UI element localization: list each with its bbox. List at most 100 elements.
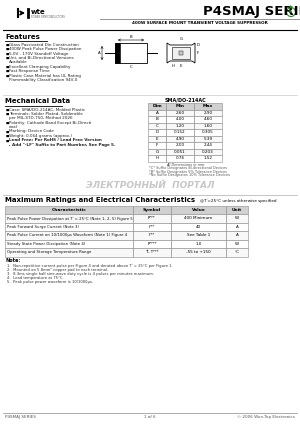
Bar [166,122,194,129]
Text: Polarity: Cathode Band Except Bi-Directi: Polarity: Cathode Band Except Bi-Directi [9,121,92,125]
Bar [133,248,171,257]
Text: H: H [155,156,158,160]
Text: A: A [156,111,158,115]
Bar [148,122,166,129]
Text: W: W [235,242,239,246]
Text: Max: Max [203,104,213,108]
Text: Value: Value [192,208,206,212]
Text: ■: ■ [6,108,9,111]
Bar [194,129,222,136]
Bar [5,248,133,257]
Bar [133,214,171,223]
Text: See Table 1: See Table 1 [187,233,210,237]
Text: Symbol: Symbol [143,208,161,212]
Text: 4.  Lead temperature at 75°C.: 4. Lead temperature at 75°C. [7,275,64,280]
Text: 400W SURFACE MOUNT TRANSIENT VOLTAGE SUPPRESSOR: 400W SURFACE MOUNT TRANSIENT VOLTAGE SUP… [132,21,268,25]
Bar [194,155,222,162]
Bar [166,155,194,162]
Bar [166,103,194,110]
Text: @Tⁱ=25°C unless otherwise specified: @Tⁱ=25°C unless otherwise specified [200,198,277,203]
Bar [194,122,222,129]
Text: *No Suffix Designates 10% Tolerance Devices: *No Suffix Designates 10% Tolerance Devi… [149,173,230,177]
Text: P4SMAJ SERIES: P4SMAJ SERIES [203,5,300,18]
Text: 2.  Mounted on 5.8mm² copper pad to each terminal.: 2. Mounted on 5.8mm² copper pad to each … [7,267,108,272]
Text: 400 Minimum: 400 Minimum [184,216,213,220]
Bar [194,136,222,142]
Text: Features: Features [5,34,40,40]
Text: C: C [156,124,158,128]
Text: 5.39: 5.39 [203,137,213,141]
Text: SMA/DO-214AC: SMA/DO-214AC [164,97,206,102]
Text: ■: ■ [6,56,9,60]
Text: E: E [180,64,182,68]
Bar [148,129,166,136]
Text: Terminals: Solder Plated, Solderable: Terminals: Solder Plated, Solderable [9,112,83,116]
Text: F: F [197,51,199,55]
Text: 40: 40 [196,225,201,229]
Bar [194,116,222,122]
Text: A: A [236,233,238,237]
Text: G: G [179,37,183,41]
Bar [5,214,133,223]
Text: ■: ■ [6,69,9,73]
Text: ■: ■ [6,74,9,78]
Bar [171,231,226,240]
Text: ■: ■ [6,47,9,51]
Text: Peak Pulse Power Dissipation at Tⁱ = 25°C (Note 1, 2, 5) Figure 5: Peak Pulse Power Dissipation at Tⁱ = 25°… [7,216,133,221]
Bar [166,136,194,142]
Text: per MIL-STD-750, Method 2026: per MIL-STD-750, Method 2026 [9,116,73,120]
Text: 1.20: 1.20 [176,124,184,128]
Text: ЭЛЕКТРОННЫЙ  ПОРТАЛ: ЭЛЕКТРОННЫЙ ПОРТАЛ [86,181,214,190]
Bar [226,206,248,214]
Text: 0.051: 0.051 [174,150,186,154]
Text: Unit: Unit [232,208,242,212]
Bar [172,47,190,59]
Text: 1 of 6: 1 of 6 [144,415,156,419]
Text: P4SMAJ SERIES: P4SMAJ SERIES [5,415,36,419]
Bar [133,206,171,214]
Text: Iᵖᵖᵖ: Iᵖᵖᵖ [149,225,155,229]
Text: ■: ■ [6,65,9,69]
Polygon shape [167,43,195,63]
Text: G: G [155,150,159,154]
Text: ★: ★ [288,5,294,10]
Text: Characteristic: Characteristic [52,208,86,212]
Bar [171,240,226,248]
Text: Pᵖᵖᵖ: Pᵖᵖᵖ [148,216,156,220]
Text: 400W Peak Pulse Power Dissipation: 400W Peak Pulse Power Dissipation [9,47,82,51]
Text: B: B [130,34,132,39]
Text: Glass Passivated Die Construction: Glass Passivated Die Construction [9,42,79,46]
Text: Min: Min [176,104,184,108]
Text: *B* Suffix Designates 5% Tolerance Devices: *B* Suffix Designates 5% Tolerance Devic… [149,170,227,173]
Text: F: F [156,143,158,147]
Bar [148,142,166,148]
Text: 2.44: 2.44 [204,143,212,147]
Text: Dim: Dim [152,104,162,108]
Text: Uni- and Bi-Directional Versions: Uni- and Bi-Directional Versions [9,56,74,60]
Text: Case: SMA/DO-214AC, Molded Plastic: Case: SMA/DO-214AC, Molded Plastic [9,108,85,111]
Text: Note:: Note: [5,258,20,264]
Text: 1.60: 1.60 [203,124,212,128]
Text: E: E [156,137,158,141]
Text: 4.90: 4.90 [176,137,184,141]
Bar [171,223,226,231]
Bar [179,51,183,55]
Bar [115,43,147,63]
Text: Maximum Ratings and Electrical Characteristics: Maximum Ratings and Electrical Character… [5,196,195,202]
Text: 5.0V - 170V Standoff Voltage: 5.0V - 170V Standoff Voltage [9,51,68,56]
Text: ■: ■ [6,139,9,142]
Bar [133,231,171,240]
Bar [226,223,248,231]
Bar [148,136,166,142]
Text: 0.76: 0.76 [176,156,184,160]
Text: ■: ■ [6,112,9,116]
Text: °C: °C [235,250,239,254]
Text: Plastic Case Material has UL Rating: Plastic Case Material has UL Rating [9,74,81,78]
Text: 3.  8.3ms single half sine-wave duty cycle is 4 pulses per minutes maximum.: 3. 8.3ms single half sine-wave duty cycl… [7,272,154,275]
Bar [194,142,222,148]
Bar [226,214,248,223]
Text: *C* Suffix Designates Bi-directional Devices: *C* Suffix Designates Bi-directional Dev… [149,166,227,170]
Text: B: B [156,117,158,121]
Text: ■: ■ [6,51,9,56]
Text: 0.152: 0.152 [174,130,186,134]
